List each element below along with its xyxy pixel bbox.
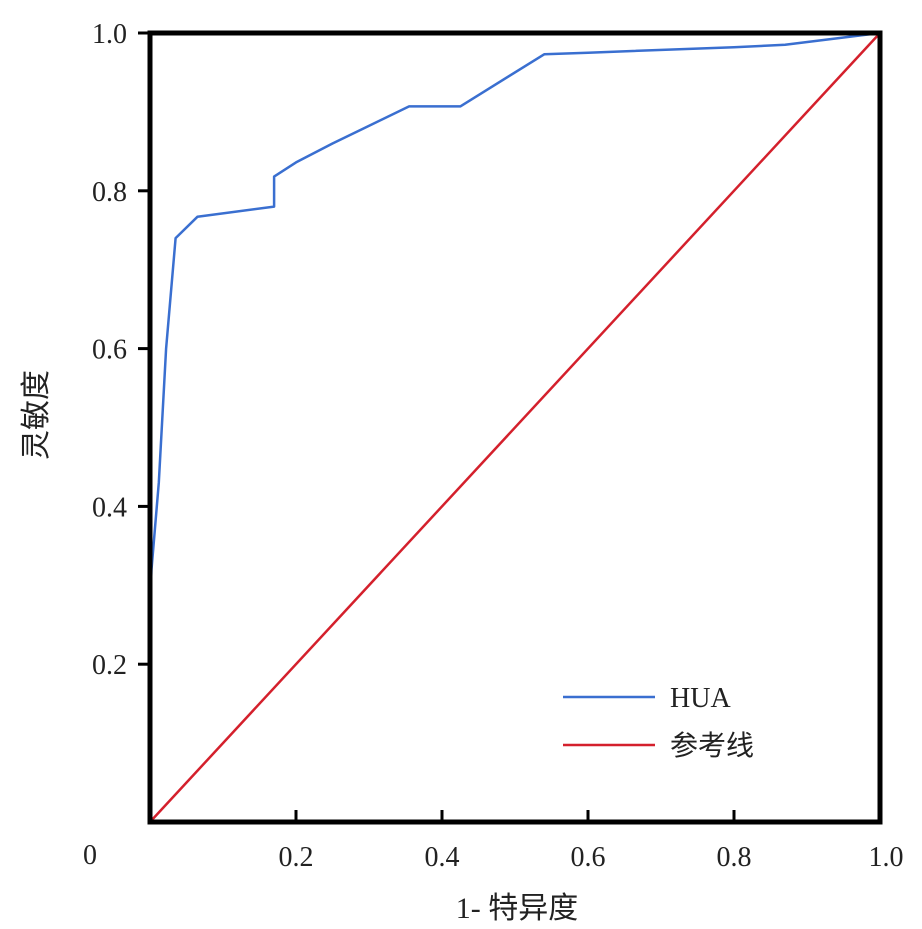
hua-roc-curve (148, 31, 881, 822)
x-tick-label: 0.8 (717, 842, 752, 873)
y-tick-label: 0.8 (92, 177, 127, 208)
legend-item-reference: 参考线 (563, 730, 754, 762)
x-axis-title: 1- 特异度 (456, 892, 579, 925)
x-tick-label: 1.0 (869, 842, 904, 873)
reference-line (149, 32, 881, 823)
x-axis-tick-labels: 0.2 0.4 0.6 0.8 1.0 (279, 842, 904, 873)
y-tick-label: 0.6 (92, 335, 127, 366)
y-tick-label: 1.0 (92, 19, 127, 50)
legend-item-hua: HUA (563, 683, 731, 714)
plot-frame (147, 30, 883, 825)
x-tick-label: 0.4 (425, 842, 460, 873)
y-tick-label: 0.2 (92, 650, 127, 681)
origin-label: 0 (83, 840, 97, 871)
legend: HUA 参考线 (563, 683, 754, 762)
legend-label: HUA (670, 683, 731, 714)
y-tick-label: 0.4 (92, 492, 127, 523)
x-tick-label: 0.2 (279, 842, 314, 873)
legend-label: 参考线 (670, 730, 754, 762)
y-axis-tick-labels: 0.2 0.4 0.6 0.8 1.0 (92, 19, 127, 681)
series-layer (148, 31, 881, 823)
y-axis-title: 灵敏度 (20, 370, 53, 460)
x-tick-label: 0.6 (571, 842, 606, 873)
